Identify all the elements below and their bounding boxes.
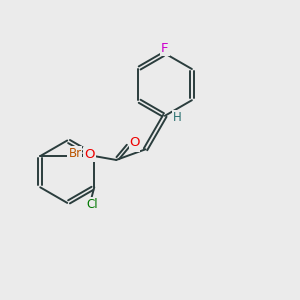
Text: F: F [161, 42, 169, 55]
Text: O: O [130, 136, 140, 149]
Text: O: O [85, 148, 95, 161]
Text: Cl: Cl [86, 198, 98, 211]
Text: H: H [173, 111, 182, 124]
Text: H: H [130, 138, 139, 151]
Text: Br: Br [68, 147, 82, 160]
